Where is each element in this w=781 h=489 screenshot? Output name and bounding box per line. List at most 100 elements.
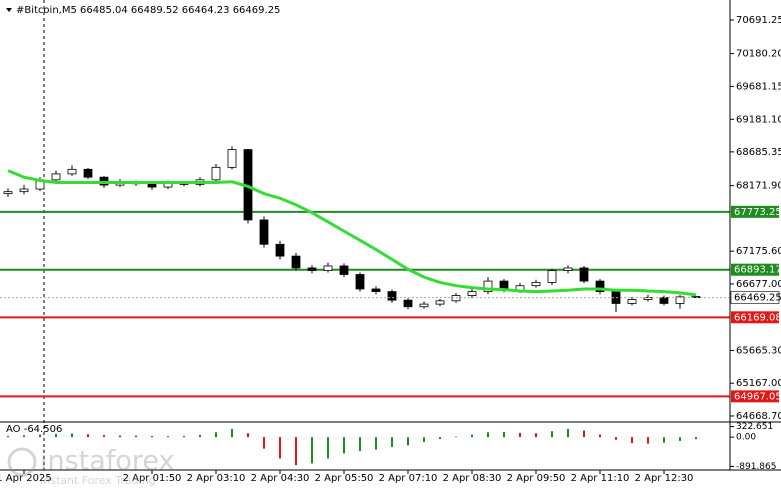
y-tick-label: 0.00: [736, 433, 756, 443]
candle-body: [19, 188, 29, 193]
ao-bar: [135, 435, 137, 438]
ao-bar: [487, 432, 489, 438]
y-tick-label: 322.651: [736, 422, 773, 432]
candle-body: [451, 295, 461, 302]
y-tick-label: 69181.10: [736, 114, 781, 125]
candle-body: [483, 280, 493, 293]
ao-bar: [423, 437, 425, 443]
candle-body: [595, 280, 605, 293]
candle-body: [627, 299, 637, 304]
ao-bar: [375, 437, 377, 450]
ao-bar: [439, 437, 441, 440]
x-tick-label: 2 Apr 07:10: [379, 473, 438, 484]
ao-bar: [503, 431, 505, 438]
y-tick-label: 70691.25: [736, 15, 781, 26]
candle-body: [259, 219, 269, 245]
ao-bar: [535, 433, 537, 438]
candle-body: [291, 255, 301, 269]
watermark-sub: Instant Forex Trading: [40, 474, 156, 487]
level-label: 66893.17: [734, 265, 781, 276]
ao-bar: [7, 435, 9, 438]
candle-body: [675, 296, 685, 304]
candle-body: [403, 299, 413, 308]
level-label: 66169.08: [734, 312, 781, 323]
ao-bar: [407, 437, 409, 446]
ao-bar: [151, 435, 153, 438]
y-tick-label: 65665.30: [736, 345, 781, 356]
ao-bar: [663, 437, 665, 443]
candle-body: [67, 168, 77, 175]
level-label-bg: [731, 311, 779, 324]
ao-bar: [311, 437, 313, 464]
ao-bar: [295, 437, 297, 466]
level-label: 64967.05: [734, 391, 781, 402]
ao-bar: [103, 435, 105, 438]
watermark: instaforex: [40, 446, 174, 477]
candle-body: [371, 288, 381, 293]
price-label: 66469.25: [734, 293, 781, 304]
candle-body: [307, 267, 317, 271]
ao-bar: [519, 432, 521, 438]
candle-body: [579, 267, 589, 282]
menu-arrow: [6, 8, 12, 12]
ao-bar: [231, 428, 233, 438]
y-tick-label: 67175.60: [736, 246, 781, 257]
watermark-logo: [7, 447, 37, 477]
candle-body: [83, 168, 93, 178]
x-tick-label: 1 Apr 2025: [0, 473, 52, 484]
ao-bar: [55, 434, 57, 438]
ao-bar: [567, 428, 569, 438]
chart-title: #Bitcoin,M5 66485.04 66489.52 66464.23 6…: [16, 5, 280, 16]
x-tick-label: 2 Apr 12:30: [635, 473, 694, 484]
ao-bar: [247, 433, 249, 438]
ao-bar: [583, 430, 585, 438]
ao-bar: [87, 434, 89, 438]
ao-bar: [615, 437, 617, 440]
ao-bar: [631, 437, 633, 444]
x-tick-label: 2 Apr 08:30: [443, 473, 502, 484]
candle-body: [275, 243, 285, 257]
ao-bar: [551, 431, 553, 438]
candle-body: [531, 282, 541, 287]
x-tick-label: 2 Apr 05:50: [315, 473, 374, 484]
x-tick-label: 2 Apr 01:50: [123, 473, 182, 484]
ao-title: AO -64.506: [6, 424, 62, 435]
candle-body: [227, 149, 237, 168]
y-tick-label: 68171.90: [736, 181, 781, 192]
price-label-bg: [730, 291, 780, 304]
level-label: 67773.25: [734, 207, 781, 218]
x-tick-label: 2 Apr 11:10: [571, 473, 630, 484]
candle-body: [387, 291, 397, 301]
candle-body: [339, 265, 349, 275]
candle-body: [3, 191, 13, 195]
ao-bar: [679, 437, 681, 442]
layer: 70691.25 70180.20 69681.15 69181.10 68685.35…: [0, 15, 781, 484]
candle-body: [467, 291, 477, 296]
x-tick-label: 2 Apr 03:10: [187, 473, 246, 484]
watermark-group: instaforex Instant Forex Trading: [7, 446, 174, 487]
candle-body: [147, 183, 157, 188]
ao-bar: [23, 435, 25, 438]
candle-body: [51, 173, 61, 181]
level-label-bg: [731, 390, 779, 403]
x-tick-label: 2 Apr 04:30: [251, 473, 310, 484]
ao-bar: [279, 437, 281, 459]
y-tick-label: 66677.00: [736, 279, 781, 290]
ao-bar: [455, 436, 457, 438]
moving-average: [7, 169, 697, 297]
ao-bar: [119, 435, 121, 438]
y-tick-label: 70180.20: [736, 49, 781, 60]
x-tick-label: 2 Apr 09:50: [507, 473, 566, 484]
ao-bar: [183, 435, 185, 438]
ao-bar: [327, 437, 329, 459]
ao-bar: [199, 434, 201, 438]
candle-body: [659, 297, 669, 304]
ao-bar: [471, 434, 473, 438]
ao-bar: [599, 434, 601, 438]
ao-bar: [39, 434, 41, 438]
ao-bar: [695, 437, 697, 440]
y-tick-label: -891.865: [736, 462, 776, 472]
candle-body: [323, 265, 333, 271]
